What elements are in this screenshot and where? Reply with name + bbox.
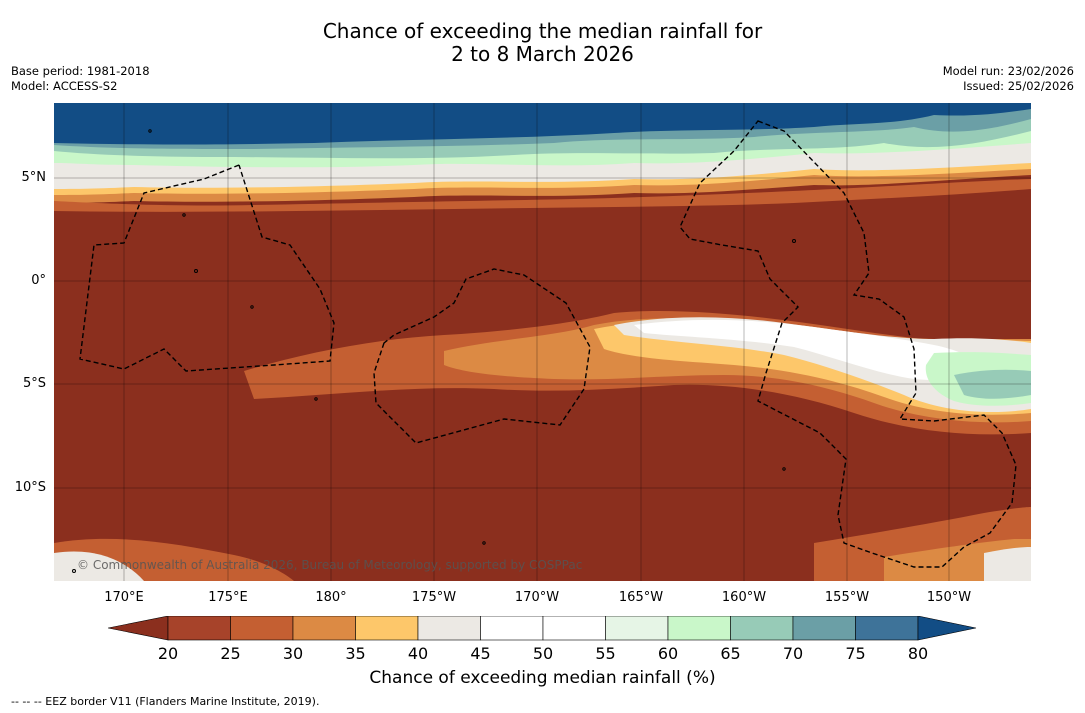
lon-label-155w: 155°W bbox=[824, 590, 870, 605]
issued-date: Issued: 25/02/2026 bbox=[963, 79, 1074, 93]
atoll-dot bbox=[182, 213, 186, 217]
model-run: Model run: 23/02/2026 bbox=[942, 64, 1074, 78]
colorbar-tick-50: 50 bbox=[532, 644, 554, 663]
colorbar-tick-75: 75 bbox=[845, 644, 866, 663]
lat-label-5n: 5°N bbox=[21, 170, 47, 185]
colorbar-seg-50-55 bbox=[542, 615, 606, 641]
atoll-dot bbox=[792, 239, 796, 243]
colorbar-seg-40-45 bbox=[417, 615, 481, 641]
colorbar-seg-65-70 bbox=[730, 615, 794, 641]
copyright-notice: © Commonwealth of Australia 2026, Bureau… bbox=[77, 558, 583, 572]
title-line-2: 2 to 8 March 2026 bbox=[451, 42, 634, 66]
colorbar bbox=[107, 615, 978, 648]
colorbar-tick-80: 80 bbox=[907, 644, 929, 663]
gridlines bbox=[54, 103, 1031, 581]
atoll-dot bbox=[148, 129, 152, 133]
atoll-dot bbox=[250, 305, 254, 309]
colorbar-tick-20: 20 bbox=[157, 644, 179, 663]
colorbar-seg-20-25 bbox=[167, 615, 231, 641]
colorbar-seg-25-30 bbox=[230, 615, 294, 641]
colorbar-tick-45: 45 bbox=[470, 644, 491, 663]
lon-label-160w: 160°W bbox=[721, 590, 767, 605]
colorbar-seg-45-50 bbox=[480, 615, 544, 641]
map-canvas bbox=[54, 103, 1031, 581]
lat-label-5s: 5°S bbox=[22, 376, 46, 391]
colorbar-tick-35: 35 bbox=[345, 644, 366, 663]
colorbar-tick-25: 25 bbox=[220, 644, 241, 663]
mid-band-teal bbox=[954, 369, 1031, 399]
colorbar-seg-below20 bbox=[107, 615, 169, 641]
southeast-band-white bbox=[984, 547, 1031, 581]
eez-kiribati-line-islands bbox=[679, 120, 1017, 568]
colorbar-seg-above80 bbox=[917, 615, 977, 641]
colorbar-seg-35-40 bbox=[355, 615, 419, 641]
colorbar-tick-40: 40 bbox=[407, 644, 429, 663]
atoll-dot bbox=[194, 269, 198, 273]
atoll-dot bbox=[482, 541, 486, 545]
meta-right: Model run: 23/02/2026 Issued: 25/02/2026 bbox=[943, 64, 1074, 94]
north-band-blue bbox=[54, 103, 1031, 145]
title-line-1: Chance of exceeding the median rainfall … bbox=[322, 19, 763, 43]
colorbar-tick-60: 60 bbox=[657, 644, 679, 663]
atoll-dot bbox=[782, 467, 786, 471]
base-period: Base period: 1981-2018 bbox=[11, 64, 150, 78]
colorbar-tick-55: 55 bbox=[595, 644, 616, 663]
colorbar-tick-65: 65 bbox=[720, 644, 741, 663]
colorbar-label: Chance of exceeding median rainfall (%) bbox=[369, 668, 716, 688]
colorbar-seg-75-80 bbox=[855, 615, 919, 641]
lon-label-180: 180° bbox=[315, 590, 347, 605]
north-band-reddish bbox=[54, 179, 1031, 212]
lon-label-150w: 150°W bbox=[926, 590, 972, 605]
mid-band-bright bbox=[634, 319, 984, 381]
eez-footnote: -- -- -- EEZ border V11 (Flanders Marine… bbox=[11, 695, 320, 708]
colorbar-seg-30-35 bbox=[292, 615, 356, 641]
colorbar-seg-70-75 bbox=[792, 615, 856, 641]
eez-tuvalu-kiribati-west bbox=[79, 164, 335, 372]
colorbar-tick-70: 70 bbox=[782, 644, 804, 663]
coastline-dots bbox=[72, 129, 796, 573]
eez-borders bbox=[79, 120, 1017, 568]
meta-left: Base period: 1981-2018 Model: ACCESS-S2 bbox=[11, 64, 150, 94]
lon-label-170w: 170°W bbox=[514, 590, 560, 605]
colorbar-svg bbox=[107, 615, 977, 641]
model-name: Model: ACCESS-S2 bbox=[11, 79, 118, 93]
mid-band-white bbox=[614, 317, 1031, 413]
lat-label-10s: 10°S bbox=[14, 480, 46, 495]
colorbar-tick-30: 30 bbox=[282, 644, 304, 663]
eez-tokelau bbox=[373, 268, 591, 444]
lon-label-165w: 165°W bbox=[618, 590, 664, 605]
colorbar-seg-55-60 bbox=[605, 615, 669, 641]
south-band-white bbox=[54, 551, 144, 581]
lon-label-175e: 175°E bbox=[208, 590, 248, 605]
lat-label-0: 0° bbox=[31, 273, 46, 288]
lon-label-170e: 170°E bbox=[104, 590, 144, 605]
colorbar-seg-60-65 bbox=[667, 615, 731, 641]
atoll-dot bbox=[72, 569, 76, 573]
atoll-dot bbox=[314, 397, 318, 401]
rainfall-map bbox=[54, 103, 1031, 581]
map-title: Chance of exceeding the median rainfall … bbox=[0, 20, 1085, 66]
lon-label-175w: 175°W bbox=[411, 590, 457, 605]
